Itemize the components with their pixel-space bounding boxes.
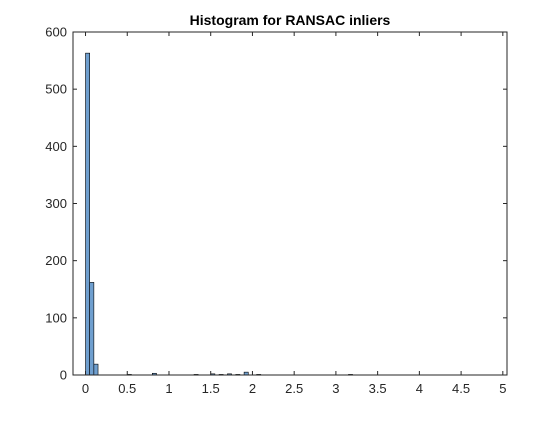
plot-area [73,32,507,375]
x-tick-label: 4.5 [452,381,470,396]
x-tick-label: 0.5 [118,381,136,396]
x-tick-label: 3 [332,381,339,396]
x-axis-ticks: 0 0.5 1 1.5 2 2.5 3 3.5 4 4.5 5 [82,32,506,396]
x-tick-label: 4 [416,381,423,396]
histogram-bar [93,363,99,376]
y-tick-label: 0 [60,368,67,383]
y-tick-label: 100 [45,310,67,325]
y-tick-label: 200 [45,253,67,268]
x-tick-label: 3.5 [369,381,387,396]
x-tick-label: 1.5 [202,381,220,396]
x-tick-label: 2 [249,381,256,396]
chart-title: Histogram for RANSAC inliers [190,12,391,28]
y-tick-label: 500 [45,82,67,97]
x-tick-label: 1 [165,381,172,396]
y-axis-ticks: 0 100 200 300 400 500 600 [45,25,507,383]
histogram-bar [89,282,95,376]
y-tick-label: 400 [45,139,67,154]
x-tick-label: 0 [82,381,89,396]
y-tick-label: 300 [45,196,67,211]
x-tick-label: 5 [499,381,506,396]
y-tick-label: 600 [45,25,67,40]
x-tick-label: 2.5 [285,381,303,396]
histogram-bar [85,52,90,376]
axes-box [72,31,508,376]
